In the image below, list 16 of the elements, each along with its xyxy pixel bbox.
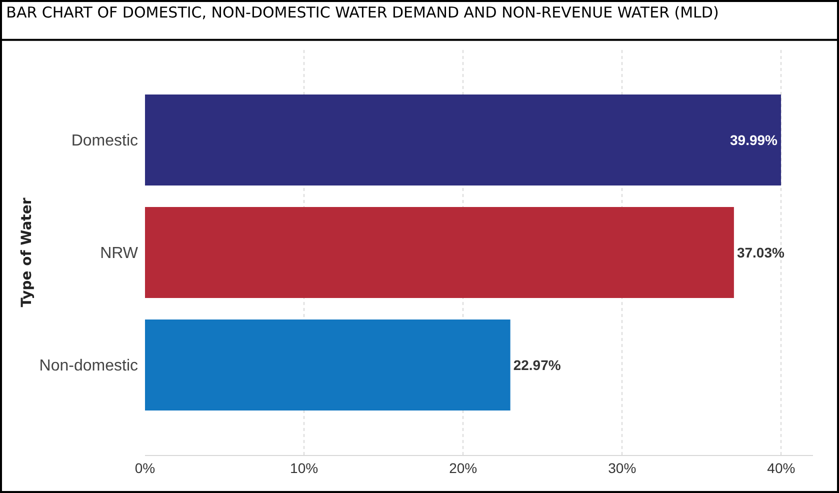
x-tick-label: 10% [290, 460, 318, 476]
x-tick-label: 0% [134, 460, 156, 476]
y-tick-label: Domestic [71, 132, 138, 150]
y-tick-label: Non-domestic [39, 358, 138, 375]
x-tick-label: 40% [767, 460, 796, 476]
x-tick-label: 20% [449, 460, 478, 476]
chart-title: BAR CHART OF DOMESTIC, NON-DOMESTIC WATER DEMAND AND NON-REVENUE WATER (MLD) [6, 3, 719, 22]
y-tick-label: NRW [100, 245, 139, 262]
bar [145, 319, 510, 411]
bar [145, 206, 734, 298]
x-tick-label: 30% [608, 460, 636, 476]
bar [145, 94, 782, 186]
data-label: 39.99% [730, 132, 778, 148]
data-label: 22.97% [513, 357, 562, 373]
y-axis-title: Type of Water [18, 198, 35, 308]
data-label: 37.03% [736, 244, 785, 260]
